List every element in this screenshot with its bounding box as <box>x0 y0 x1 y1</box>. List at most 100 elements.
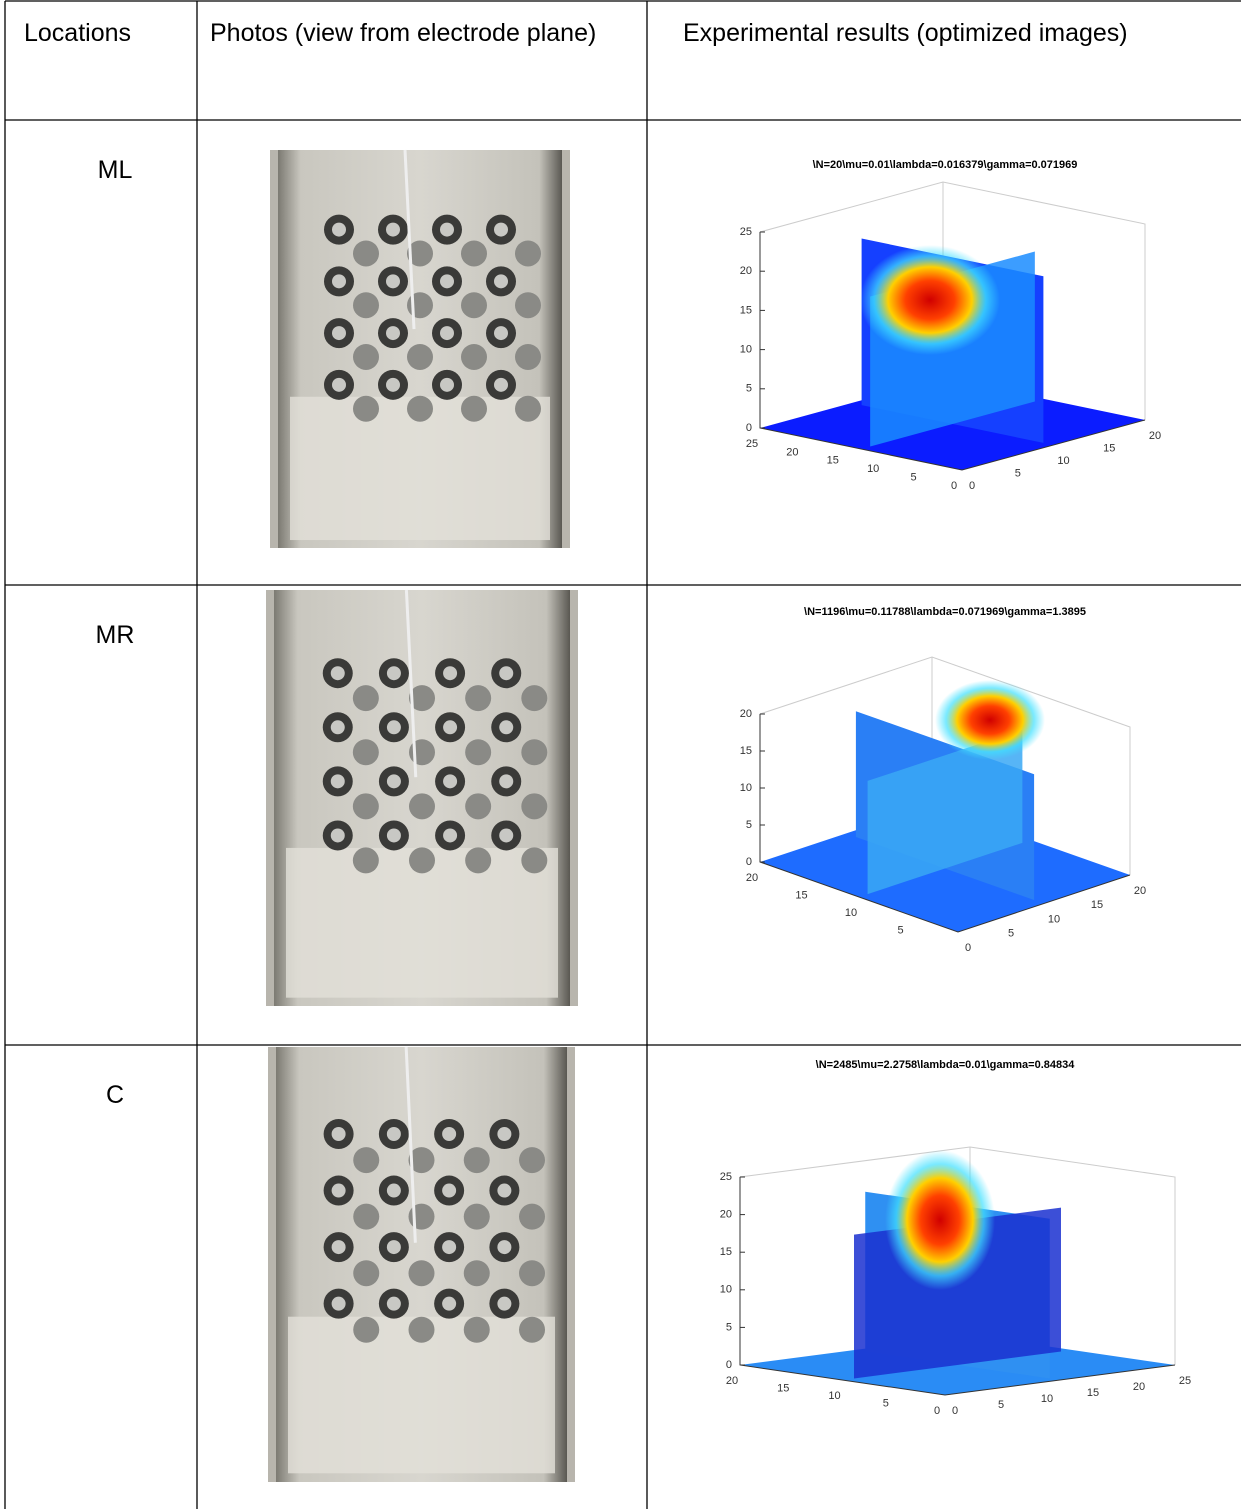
z-tick-label: 10 <box>720 1284 732 1296</box>
hole <box>515 343 541 370</box>
z-tick-label: 0 <box>746 856 752 868</box>
x-tick-label: 20 <box>786 446 798 458</box>
z-tick-label: 0 <box>746 422 752 434</box>
x-tick-label: 20 <box>726 1375 738 1387</box>
electrode-cap <box>331 1127 346 1141</box>
hole <box>409 847 435 874</box>
plot-title: \N=20\mu=0.01\lambda=0.016379\gamma=0.07… <box>813 159 1078 171</box>
location-label: MR <box>96 621 135 649</box>
hole <box>519 1260 546 1287</box>
hole <box>515 395 541 422</box>
electrode-cap <box>443 828 458 843</box>
electrode-cap <box>494 326 508 341</box>
hole <box>353 240 379 267</box>
hole <box>521 847 548 874</box>
z-tick-label: 5 <box>746 383 752 395</box>
header-cell: Locations <box>24 19 132 47</box>
electrode-cap <box>494 377 508 392</box>
electrode-cap <box>497 1296 512 1311</box>
z-tick-label: 0 <box>726 1359 732 1371</box>
hole <box>353 1260 380 1287</box>
hole <box>465 847 492 874</box>
hole <box>353 343 379 370</box>
hole <box>519 1203 546 1230</box>
z-tick-label: 5 <box>726 1321 732 1333</box>
y-tick-label: 20 <box>1133 1381 1145 1393</box>
slice-plane <box>867 729 1023 895</box>
y-tick-label: 10 <box>1048 913 1060 925</box>
electrode-cap <box>497 1240 512 1255</box>
plot-title: \N=1196\mu=0.11788\lambda=0.071969\gamma… <box>804 606 1086 618</box>
electrode-cap <box>330 828 345 843</box>
electrode-cap <box>330 720 345 735</box>
hot-spot <box>885 1150 995 1290</box>
hot-spot <box>860 245 1000 355</box>
electrode-cap <box>386 222 400 237</box>
electrode-cap <box>386 1183 401 1198</box>
z-tick-label: 20 <box>720 1209 732 1221</box>
electrode-cap <box>330 774 345 789</box>
hole <box>409 685 435 712</box>
x-tick-label: 10 <box>845 907 857 919</box>
electrode-cap <box>331 1296 346 1311</box>
wire <box>403 149 416 330</box>
electrode-cap <box>443 666 458 681</box>
hole <box>353 1316 380 1343</box>
z-tick-label: 15 <box>720 1246 732 1258</box>
x-tick-label: 5 <box>911 472 917 484</box>
electrode-cap <box>386 1240 401 1255</box>
hole <box>519 1316 546 1343</box>
hole <box>521 739 548 766</box>
hole <box>463 1147 490 1174</box>
y-tick-label: 0 <box>952 1405 958 1417</box>
hole <box>519 1147 546 1174</box>
y-tick-label: 10 <box>1057 455 1069 467</box>
electrode-cap <box>332 274 346 289</box>
x-tick-label: 20 <box>746 872 758 884</box>
z-tick-label: 25 <box>720 1171 732 1183</box>
x-tick-label: 10 <box>828 1390 840 1402</box>
electrode-cap <box>386 377 400 392</box>
hole <box>407 343 433 370</box>
hole <box>352 739 379 766</box>
x-tick-label: 5 <box>897 924 903 936</box>
x-tick-label: 15 <box>777 1382 789 1394</box>
wire <box>404 589 418 778</box>
electrode-cap <box>499 666 514 681</box>
hole <box>465 685 492 712</box>
hole <box>461 395 487 422</box>
z-tick-label: 10 <box>740 782 752 794</box>
x-tick-label: 15 <box>795 889 807 901</box>
hole <box>353 395 379 422</box>
electrode-cap <box>440 222 454 237</box>
x-tick-label: 25 <box>746 438 758 450</box>
wire <box>404 1046 417 1243</box>
electrode-cap <box>494 222 508 237</box>
electrode-cap <box>386 274 400 289</box>
electrode-cap <box>442 1240 457 1255</box>
header-cell: Photos (view from electrode plane) <box>210 19 597 47</box>
z-tick-label: 25 <box>740 226 752 238</box>
y-tick-label: 0 <box>969 480 975 492</box>
hole <box>461 240 487 267</box>
z-tick-label: 5 <box>746 819 752 831</box>
hole <box>515 240 541 267</box>
hole <box>463 1316 490 1343</box>
y-tick-label: 5 <box>998 1399 1004 1411</box>
hole <box>352 685 379 712</box>
hole <box>461 343 487 370</box>
y-tick-label: 5 <box>1015 467 1021 479</box>
x-tick-label: 0 <box>951 480 957 492</box>
z-tick-label: 15 <box>740 745 752 757</box>
x-tick-label: 15 <box>827 455 839 467</box>
electrode-cap <box>499 774 514 789</box>
hole <box>409 793 435 820</box>
y-tick-label: 20 <box>1134 885 1146 897</box>
electrode-cap <box>386 828 401 843</box>
hole <box>352 847 379 874</box>
hole <box>463 1260 490 1287</box>
photo <box>268 1046 575 1482</box>
z-tick-label: 20 <box>740 265 752 277</box>
electrode-cap <box>332 222 346 237</box>
x-tick-label: 0 <box>934 1405 940 1417</box>
